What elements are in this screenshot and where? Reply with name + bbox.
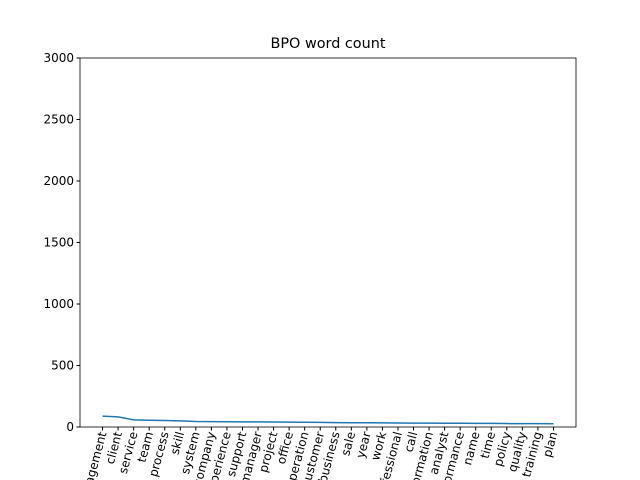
y-tick-label: 2000 — [43, 174, 74, 188]
x-tick-label: skill — [168, 430, 188, 456]
y-tick-label: 1000 — [43, 297, 74, 311]
line — [102, 415, 554, 425]
x-tick-label: time — [478, 430, 499, 460]
y-tick-label: 2500 — [43, 113, 74, 127]
axes-frame — [79, 57, 577, 428]
y-tick-label: 3000 — [43, 51, 74, 65]
x-tick-label: sale — [338, 430, 358, 457]
chart-title: BPO word count — [271, 36, 386, 52]
y-tick-label: 0 — [66, 420, 74, 434]
y-tick-label: 500 — [51, 359, 74, 373]
x-tick-label: plan — [540, 430, 560, 459]
y-tick-label: 1500 — [43, 236, 74, 250]
x-tick-label: year — [353, 430, 373, 460]
x-tick-label: call — [402, 430, 421, 454]
